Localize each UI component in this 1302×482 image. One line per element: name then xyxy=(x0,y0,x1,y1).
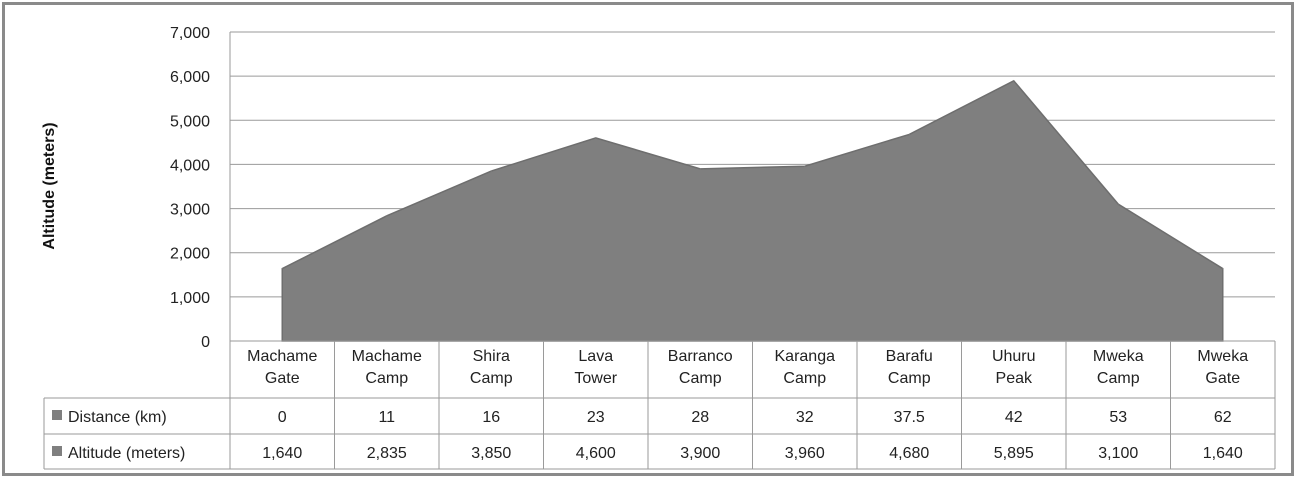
data-point xyxy=(804,165,806,167)
table-cell: 32 xyxy=(796,409,814,426)
table-cell: 37.5 xyxy=(894,409,925,426)
category-label: Shira xyxy=(473,348,510,365)
data-point xyxy=(1013,80,1015,82)
category-label: Peak xyxy=(996,370,1033,387)
category-label: Machame xyxy=(352,348,422,365)
table-cell: 3,960 xyxy=(785,445,825,462)
data-point xyxy=(1222,268,1224,270)
category-label: Uhuru xyxy=(992,348,1036,365)
y-tick-label: 5,000 xyxy=(170,113,210,130)
table-cell: 2,835 xyxy=(367,445,407,462)
area-layer xyxy=(281,79,1224,342)
category-label: Karanga xyxy=(775,348,836,365)
table-cell: 3,850 xyxy=(471,445,511,462)
y-tick-label: 1,000 xyxy=(170,290,210,307)
y-tick-label: 2,000 xyxy=(170,246,210,263)
data-point xyxy=(595,137,597,139)
data-point xyxy=(490,170,492,172)
category-label: Barafu xyxy=(886,348,933,365)
category-label: Machame xyxy=(247,348,317,365)
y-tick-label: 4,000 xyxy=(170,157,210,174)
table-cell: 1,640 xyxy=(262,445,302,462)
category-label: Barranco xyxy=(668,348,733,365)
category-label: Camp xyxy=(888,370,931,387)
y-axis-label: Altitude (meters) xyxy=(41,122,58,249)
table-cell: 16 xyxy=(482,409,500,426)
table-cell: 3,100 xyxy=(1098,445,1138,462)
data-point xyxy=(281,268,283,270)
legend-swatch xyxy=(52,446,62,456)
table-cell: 5,895 xyxy=(994,445,1034,462)
legend-swatch xyxy=(52,410,62,420)
table-cell: 23 xyxy=(587,409,605,426)
table-cell: 42 xyxy=(1005,409,1023,426)
category-label: Camp xyxy=(470,370,513,387)
data-point xyxy=(699,168,701,170)
y-tick-label: 6,000 xyxy=(170,69,210,86)
y-tick-labels: 0 1,000 2,000 3,000 4,000 5,000 6,000 7,000 xyxy=(170,25,210,351)
data-point xyxy=(386,215,388,217)
category-label: Camp xyxy=(679,370,722,387)
row-label: Altitude (meters) xyxy=(68,445,185,462)
category-label: Camp xyxy=(783,370,826,387)
data-point xyxy=(1117,203,1119,205)
category-label: Tower xyxy=(574,370,617,387)
category-label: Gate xyxy=(265,370,300,387)
table-cell: 62 xyxy=(1214,409,1232,426)
table-cell: 4,600 xyxy=(576,445,616,462)
row-label: Distance (km) xyxy=(68,409,167,426)
table-cell: 1,640 xyxy=(1203,445,1243,462)
table-cell: 0 xyxy=(278,409,287,426)
y-tick-label: 7,000 xyxy=(170,25,210,42)
table-cell: 11 xyxy=(378,409,395,426)
category-label: Mweka xyxy=(1093,348,1144,365)
y-tick-label: 0 xyxy=(201,334,210,351)
category-label: Gate xyxy=(1205,370,1240,387)
category-label: Camp xyxy=(365,370,408,387)
category-label: Camp xyxy=(1097,370,1140,387)
table-cell: 3,900 xyxy=(680,445,720,462)
category-label: Lava xyxy=(578,348,613,365)
category-label: Mweka xyxy=(1197,348,1248,365)
data-table: Machame Gate Machame Camp Shira Camp Lava Tower… xyxy=(43,340,1276,470)
table-cell: 53 xyxy=(1109,409,1127,426)
data-point xyxy=(908,133,910,135)
table-cell: 28 xyxy=(691,409,709,426)
table-cell: 4,680 xyxy=(889,445,929,462)
y-tick-label: 3,000 xyxy=(170,202,210,219)
